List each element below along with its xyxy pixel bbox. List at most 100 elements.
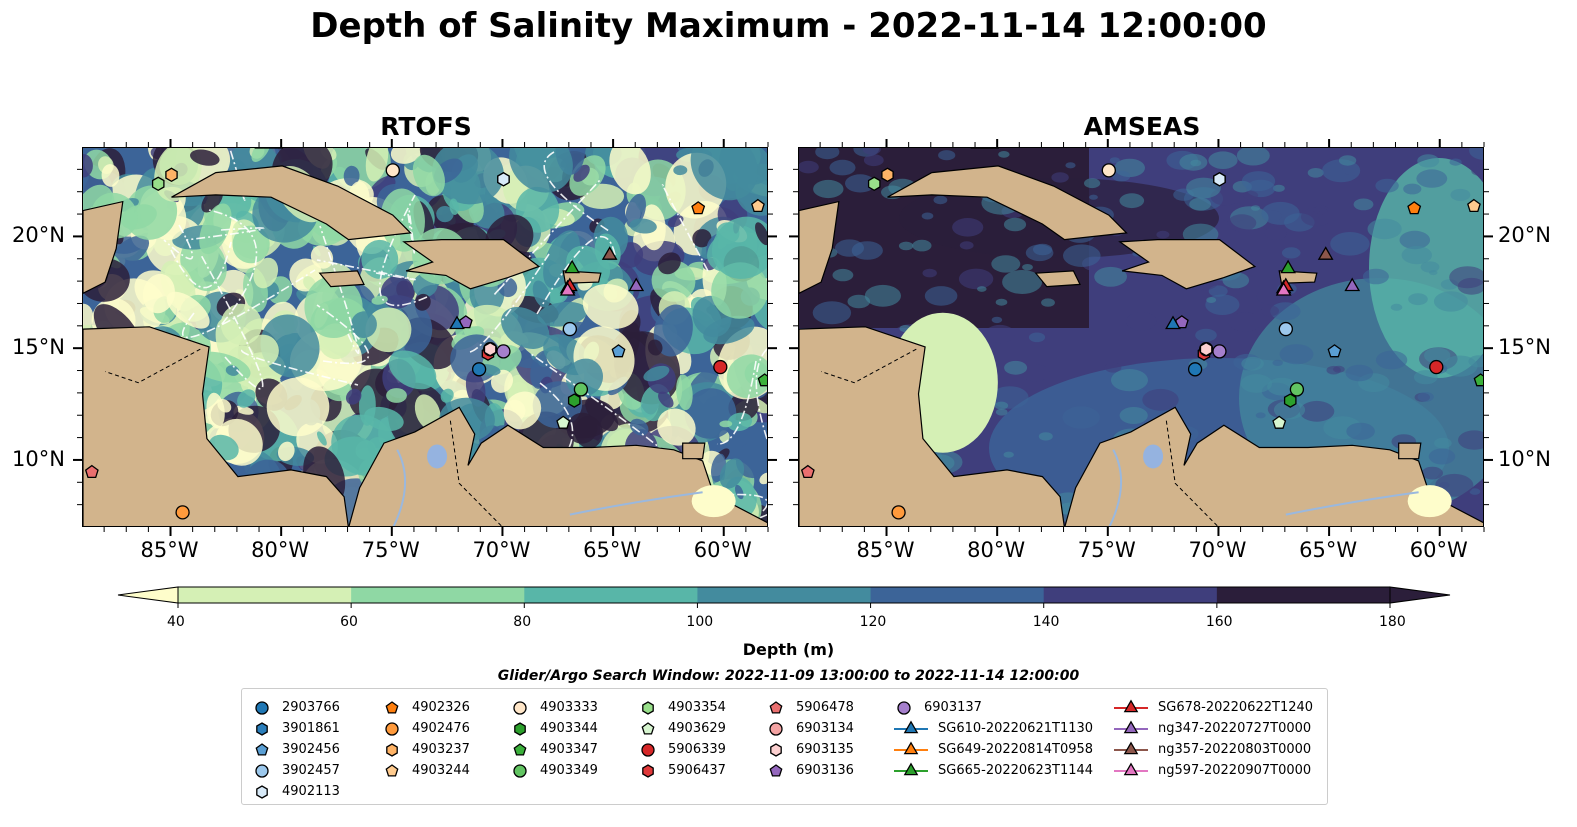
legend-label: 4903629: [668, 720, 726, 736]
legend-entry: SG649-20220814T0958: [894, 740, 1093, 758]
circle-marker-icon: [513, 701, 527, 715]
legend-label: 4903354: [668, 699, 726, 715]
legend-entry: ng597-20220907T0000: [1114, 761, 1311, 779]
observation-marker: [567, 393, 581, 408]
legend-entry: 4902113: [252, 782, 340, 800]
map-panel-rtofs: [82, 147, 768, 527]
legend-label: SG665-20220623T1144: [938, 762, 1094, 778]
observation-marker: [1275, 281, 1292, 296]
hexagon-marker-icon: [770, 743, 782, 757]
hexagon-marker-icon: [642, 764, 654, 778]
colorbar-tick-label: 140: [1032, 614, 1060, 630]
colorbar-tick-label: 180: [1379, 614, 1406, 630]
colorbar-segment: [870, 587, 1045, 603]
colorbar-tick-label: 120: [859, 614, 887, 630]
hexagon-marker-icon: [642, 701, 654, 715]
legend-label: 4903237: [412, 741, 470, 757]
panel-title-amseas: AMSEAS: [1083, 112, 1201, 141]
triangle-marker-icon: [1114, 741, 1148, 755]
triangle-marker-icon: [894, 720, 928, 734]
legend-entry: 4903244: [382, 761, 470, 779]
colorbar-segment: [1216, 587, 1391, 603]
legend-entry: 3902457: [252, 761, 340, 779]
legend-entry: 4902326: [382, 698, 470, 716]
legend-label: 4903244: [412, 762, 470, 778]
legend-entry: 6903134: [766, 719, 854, 737]
panel-title-rtofs: RTOFS: [380, 112, 472, 141]
legend-label: 6903134: [796, 720, 854, 736]
observation-marker: [1473, 373, 1483, 387]
legend-label: SG610-20220621T1130: [938, 720, 1094, 736]
observation-marker: [458, 315, 473, 329]
circle-marker-icon: [255, 764, 269, 778]
observation-marker: [562, 321, 577, 337]
colorbar-segment: [524, 587, 698, 603]
pentagon-marker-icon: [769, 701, 783, 714]
legend-entry: 4903629: [638, 719, 726, 737]
legend-entry: 4903333: [510, 698, 598, 716]
legend-entry: 5906339: [638, 740, 726, 758]
observation-marker: [471, 362, 487, 377]
colorbar-tick-label: 100: [686, 614, 714, 630]
x-tick-label: 65°W: [583, 538, 642, 562]
hexagon-marker-icon: [514, 722, 526, 736]
amseas-map-svg: [799, 148, 1483, 526]
legend-entry: 4903349: [510, 761, 598, 779]
axis-ticks: [73, 139, 1493, 536]
legend-entry: 6903137: [894, 698, 982, 716]
observation-marker: [1280, 259, 1296, 274]
legend-entry: 3901861: [252, 719, 340, 737]
observation-marker: [1199, 341, 1213, 357]
observation-marker: [84, 464, 99, 479]
legend-label: 4903347: [540, 741, 598, 757]
legend-entry: 5906437: [638, 761, 726, 779]
legend-label: 6903136: [796, 762, 854, 778]
pentagon-marker-icon: [385, 764, 399, 777]
y-tick-label-right: 20°N: [1498, 223, 1551, 248]
legend-label: 5906478: [796, 699, 854, 715]
observation-marker: [564, 259, 580, 274]
observation-marker: [1289, 382, 1305, 397]
observation-marker: [483, 341, 497, 357]
colorbar-tick-label: 60: [340, 614, 358, 630]
x-tick-label: 65°W: [1299, 538, 1358, 562]
colorbar-segment: [1043, 587, 1218, 603]
legend-label: 6903137: [924, 699, 982, 715]
observation-marker: [713, 359, 728, 375]
y-tick-label-right: 15°N: [1498, 335, 1551, 360]
legend-label: SG678-20220622T1240: [1158, 699, 1314, 715]
observation-marker: [1278, 321, 1293, 337]
legend-label: 6903135: [796, 741, 854, 757]
colorbar-tick-label: 160: [1205, 614, 1233, 630]
observation-marker: [1327, 344, 1342, 358]
x-tick-label: 75°W: [1077, 538, 1136, 562]
colorbar-segment: [351, 587, 525, 603]
observation-marker: [556, 415, 571, 429]
observation-marker: [1344, 277, 1361, 292]
colorbar-tick-label: 80: [513, 614, 532, 630]
legend-entry: 4903354: [638, 698, 726, 716]
x-tick-label: 85°W: [140, 538, 199, 562]
legend-label: 4903344: [540, 720, 598, 736]
colorbar: [117, 586, 1451, 608]
x-tick-label: 60°W: [693, 538, 752, 562]
x-tick-label: 80°W: [251, 538, 310, 562]
x-tick-label: 70°W: [1188, 538, 1247, 562]
observation-marker: [891, 505, 906, 520]
triangle-marker-icon: [1114, 720, 1148, 734]
observation-marker: [691, 201, 706, 215]
legend-label: 4902476: [412, 720, 470, 736]
legend-label: 4903333: [540, 699, 598, 715]
colorbar-extend-low: [117, 586, 179, 604]
triangle-marker-icon: [1114, 762, 1148, 776]
legend-entry: SG665-20220623T1144: [894, 761, 1093, 779]
observation-marker: [497, 172, 510, 187]
pentagon-marker-icon: [255, 743, 269, 756]
observation-marker: [1213, 172, 1226, 187]
observation-marker: [601, 246, 618, 260]
observation-marker: [1165, 315, 1181, 330]
observation-marker: [881, 167, 894, 183]
hexagon-marker-icon: [386, 743, 398, 757]
legend-entry: ng347-20220727T0000: [1114, 719, 1311, 737]
observation-marker: [1467, 198, 1481, 213]
